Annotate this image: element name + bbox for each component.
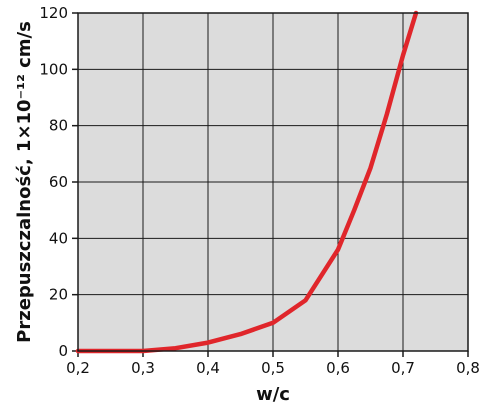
y-tick-label: 80 (49, 117, 68, 135)
x-tick-label: 0,5 (261, 359, 285, 377)
x-tick-label: 0,4 (196, 359, 220, 377)
x-tick-label: 0,6 (326, 359, 350, 377)
y-tick-label: 60 (49, 173, 68, 191)
y-axis-title: Przepuszczalność, 1×10⁻¹² cm/s (14, 21, 35, 343)
x-axis-title: w/c (256, 384, 290, 405)
x-tick-label: 0,3 (131, 359, 155, 377)
x-tick-label: 0,2 (66, 359, 90, 377)
x-axis-ticks: 0,2 0,3 0,4 0,5 0,6 0,7 0,8 (66, 351, 480, 377)
grid-horizontal-lines (78, 68, 468, 296)
y-tick-label: 100 (39, 60, 68, 78)
y-tick-label: 120 (39, 4, 68, 22)
y-tick-label: 0 (58, 342, 68, 360)
x-tick-label: 0,8 (456, 359, 480, 377)
y-tick-label: 40 (49, 229, 68, 247)
y-axis-ticks: 0 20 40 60 80 100 120 (39, 4, 78, 360)
plot-frame (77, 12, 469, 352)
x-tick-label: 0,7 (391, 359, 415, 377)
y-tick-label: 20 (49, 286, 68, 304)
